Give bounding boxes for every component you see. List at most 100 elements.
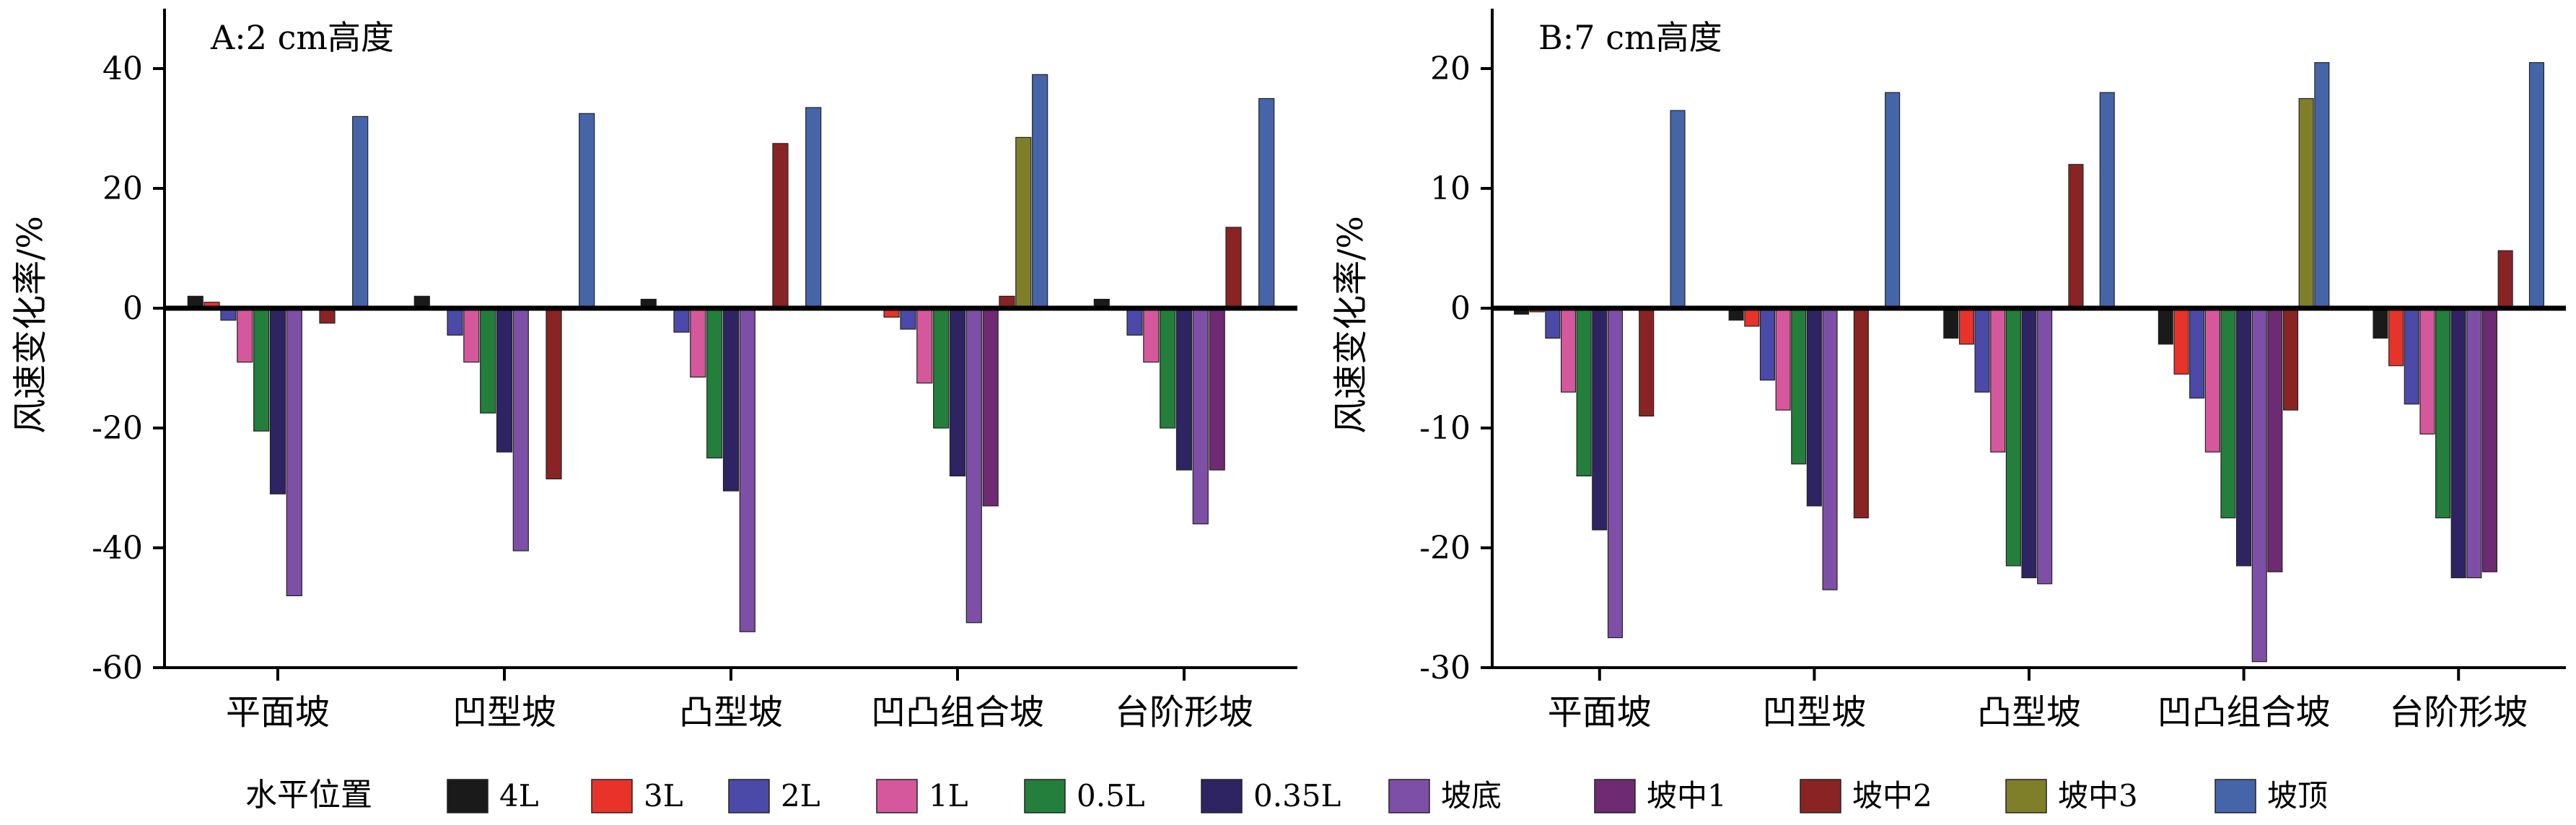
panel-a-bar-mid-slope-1-5 bbox=[1209, 307, 1225, 471]
panel-b-bar-1l-5 bbox=[2419, 307, 2435, 435]
panel-b-bar-slope-top-4 bbox=[2314, 62, 2330, 309]
panel-a: A:2 cm高度 风速变化率/% -60 -40 -20 0 20 40 平面坡 凹型坡 凸型坡… bbox=[10, 9, 1297, 733]
panel-b-bar-slope-top-1 bbox=[1670, 110, 1686, 309]
panel-b-category-label: 凹凸组合坡 bbox=[2157, 692, 2331, 733]
panel-a-y-tick-label: -40 bbox=[92, 530, 143, 567]
panel-b-bar-0-35l-1 bbox=[1592, 307, 1608, 531]
panel-b-bar-slope-bottom-5 bbox=[2466, 307, 2482, 579]
panel-b-bar-2l-3 bbox=[1974, 307, 1990, 393]
panel-b-bar-slope-top-3 bbox=[2099, 92, 2115, 309]
legend-label-mid-slope-3: 坡中3 bbox=[2058, 778, 2138, 813]
panel-b-bar-4l-4 bbox=[2157, 307, 2173, 345]
panel-a-bar-2l-3 bbox=[673, 307, 690, 333]
panel-a-bar-0-35l-2 bbox=[496, 307, 513, 453]
panel-a-bar-slope-bottom-5 bbox=[1192, 307, 1209, 525]
panel-b-bar-slope-top-2 bbox=[1885, 92, 1901, 309]
panel-b-axes: -30 -20 -10 0 10 20 平面坡 凹型坡 凸型坡 凹凸组合坡 台阶形坡 bbox=[1419, 9, 2566, 733]
panel-a-y-tick-label: 40 bbox=[102, 51, 143, 87]
panel-b-bar-3l-2 bbox=[1744, 307, 1760, 327]
panel-b-bar-1l-3 bbox=[1990, 307, 2006, 453]
panel-a-category-label: 凹型坡 bbox=[452, 692, 556, 733]
panel-a-bar-0-5l-1 bbox=[253, 307, 270, 432]
panel-a-axes: -60 -40 -20 0 20 40 平面坡 凹型坡 凸型坡 凹凸组合坡 台阶形坡 bbox=[92, 9, 1297, 733]
panel-b-bar-2l-5 bbox=[2404, 307, 2419, 405]
panel-a-bar-0-35l-1 bbox=[269, 307, 286, 494]
panel-b-bar-0-5l-5 bbox=[2435, 307, 2451, 519]
legend-label-0-35l: 0.35L bbox=[1253, 778, 1341, 813]
panel-a-y-tick-label: -20 bbox=[92, 410, 143, 447]
panel-a-bar-0-5l-5 bbox=[1160, 307, 1176, 429]
panel-b-bar-1l-4 bbox=[2204, 307, 2220, 453]
panel-a-bars bbox=[187, 74, 1275, 632]
panel-b-bar-0-35l-3 bbox=[2021, 307, 2037, 579]
panel-a-bar-slope-top-1 bbox=[352, 115, 369, 309]
legend-label-4l: 4L bbox=[499, 778, 539, 813]
panel-b-bar-slope-bottom-2 bbox=[1822, 307, 1838, 590]
panel-a-bar-2l-5 bbox=[1126, 307, 1143, 336]
panel-b-bar-2l-4 bbox=[2189, 307, 2205, 399]
legend-swatch-slope-bottom bbox=[1388, 779, 1430, 813]
panel-b-category-label: 凸型坡 bbox=[1977, 692, 2081, 733]
panel-b-bar-slope-top-5 bbox=[2528, 62, 2544, 309]
panel-b-bar-mid-slope-2-1 bbox=[1639, 307, 1655, 416]
panel-a-category-label: 凸型坡 bbox=[679, 692, 783, 733]
legend-swatch-1l bbox=[876, 779, 918, 813]
panel-b-bar-0-5l-2 bbox=[1791, 307, 1807, 465]
legend-label-slope-top: 坡顶 bbox=[2267, 778, 2328, 813]
panel-b-bar-3l-3 bbox=[1958, 307, 1974, 345]
panel-b-bar-4l-3 bbox=[1943, 307, 1959, 339]
panel-a-bar-1l-3 bbox=[690, 307, 706, 378]
panel-a-bar-slope-bottom-3 bbox=[739, 307, 755, 632]
panel-a-bar-1l-1 bbox=[237, 307, 253, 363]
panel-b-bar-mid-slope-1-5 bbox=[2481, 307, 2497, 572]
panel-b: B:7 cm高度 风速变化率/% -30 -20 -10 0 10 20 平面坡 凹型坡 凸型坡… bbox=[1331, 9, 2566, 733]
panel-a-bar-slope-bottom-2 bbox=[512, 307, 529, 551]
panel-b-bar-1l-2 bbox=[1775, 307, 1791, 411]
legend-label-3l: 3L bbox=[644, 778, 683, 813]
panel-a-bar-0-35l-3 bbox=[722, 307, 740, 492]
panel-b-bar-0-35l-2 bbox=[1806, 307, 1822, 507]
panel-a-category-label: 平面坡 bbox=[226, 692, 330, 733]
panel-a-bar-0-35l-4 bbox=[949, 307, 966, 476]
panel-a-bar-mid-slope-3-4 bbox=[1015, 136, 1032, 309]
panel-a-bar-0-5l-4 bbox=[933, 307, 950, 429]
panel-a-bar-0-5l-2 bbox=[480, 307, 496, 414]
legend-swatch-mid-slope-2 bbox=[1800, 779, 1841, 813]
panel-b-category-label: 台阶形坡 bbox=[2389, 692, 2528, 733]
panel-b-bar-mid-slope-2-4 bbox=[2283, 307, 2299, 411]
panel-b-bar-0-5l-1 bbox=[1576, 307, 1592, 476]
panel-b-bars bbox=[1514, 62, 2544, 663]
panel-a-bar-slope-bottom-1 bbox=[286, 307, 302, 596]
panel-b-bar-mid-slope-2-5 bbox=[2497, 250, 2513, 309]
panel-b-bar-2l-1 bbox=[1545, 307, 1561, 339]
panel-a-bar-0-5l-3 bbox=[706, 307, 723, 459]
panel-b-bar-0-35l-5 bbox=[2450, 307, 2466, 579]
panel-a-bar-slope-top-5 bbox=[1258, 97, 1275, 309]
panel-a-bar-mid-slope-2-3 bbox=[772, 143, 789, 309]
panel-a-bar-slope-bottom-4 bbox=[965, 307, 982, 624]
legend-label-mid-slope-1: 坡中1 bbox=[1647, 778, 1727, 813]
panel-a-bar-slope-top-2 bbox=[579, 113, 595, 309]
panel-a-category-label: 台阶形坡 bbox=[1115, 692, 1253, 733]
panel-b-bar-4l-5 bbox=[2373, 307, 2388, 339]
legend-label-mid-slope-2: 坡中2 bbox=[1852, 778, 1932, 813]
panel-b-y-tick-label: -20 bbox=[1419, 530, 1471, 567]
panel-a-bar-1l-2 bbox=[463, 307, 480, 363]
panel-a-bar-1l-4 bbox=[916, 307, 933, 384]
legend-swatch-mid-slope-3 bbox=[2005, 779, 2047, 813]
panel-b-bar-3l-4 bbox=[2173, 307, 2189, 375]
panel-b-ylabel: 风速变化率/% bbox=[1331, 216, 1371, 434]
panel-b-bar-slope-bottom-4 bbox=[2251, 307, 2267, 663]
panel-b-bar-3l-5 bbox=[2388, 307, 2404, 367]
panel-a-y-tick-label: -60 bbox=[92, 650, 143, 686]
legend-label-1l: 1L bbox=[929, 778, 968, 813]
panel-a-bar-mid-slope-1-4 bbox=[982, 307, 999, 507]
legend-swatch-0-5l bbox=[1024, 779, 1066, 813]
legend-label-slope-bottom: 坡底 bbox=[1441, 778, 1502, 813]
panel-a-category-label: 凹凸组合坡 bbox=[871, 692, 1044, 733]
legend-label-2l: 2L bbox=[781, 778, 820, 813]
panel-a-bar-2l-2 bbox=[447, 307, 463, 336]
panel-a-ylabel: 风速变化率/% bbox=[10, 216, 51, 434]
panel-a-title: A:2 cm高度 bbox=[210, 18, 394, 57]
